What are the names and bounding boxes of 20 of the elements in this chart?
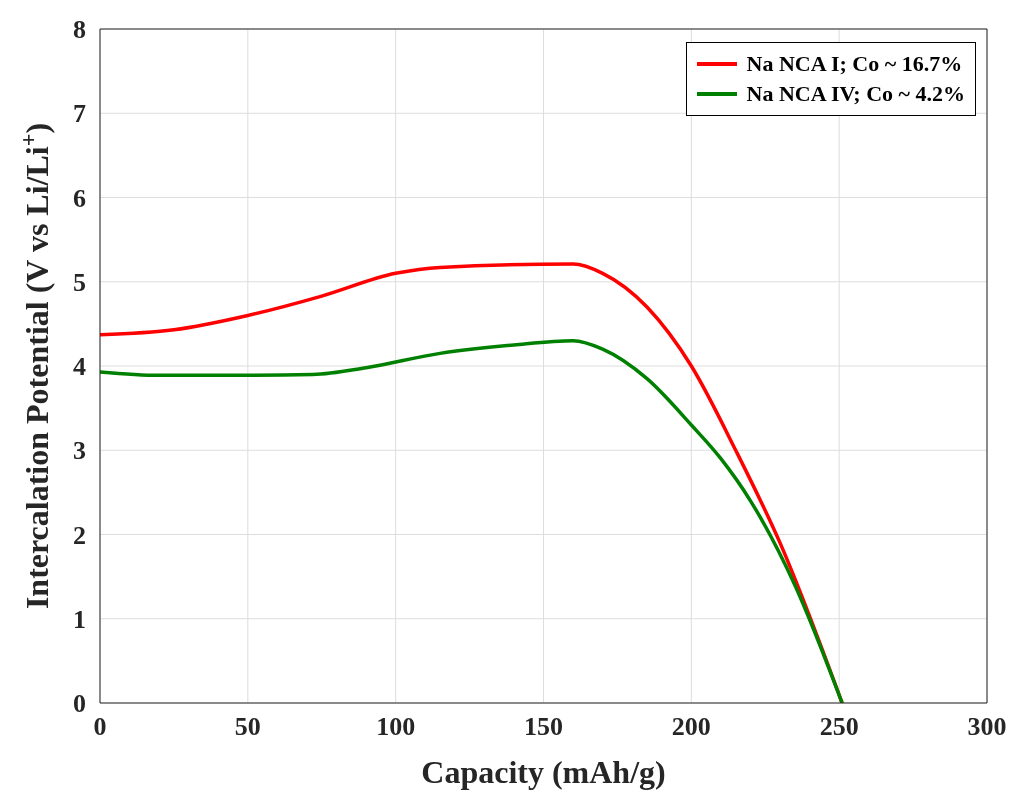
legend-label: Na NCA I; Co ~ 16.7% xyxy=(746,50,963,78)
x-tick-label: 0 xyxy=(93,712,107,742)
y-tick-label: 6 xyxy=(73,183,86,213)
line-series xyxy=(100,338,844,703)
y-tick-label: 5 xyxy=(73,267,86,297)
legend-label: Na NCA IV; Co ~ 4.2% xyxy=(746,80,965,108)
y-tick-label: 3 xyxy=(73,436,86,466)
y-tick-label: 7 xyxy=(73,99,86,129)
y-tick-label: 4 xyxy=(73,352,86,382)
x-tick-label: 300 xyxy=(967,712,1007,742)
x-tick-label: 200 xyxy=(671,712,711,742)
x-tick-label: 100 xyxy=(376,712,416,742)
x-axis-title: Capacity (mAh/g) xyxy=(421,754,666,790)
x-tick-label: 50 xyxy=(234,712,261,742)
x-tick-label: 250 xyxy=(819,712,859,742)
y-tick-label: 1 xyxy=(73,604,86,634)
y-tick-label: 8 xyxy=(73,15,86,45)
y-tick-label: 2 xyxy=(73,520,86,550)
x-tick-label: 150 xyxy=(524,712,563,742)
y-tick-label: 0 xyxy=(73,689,86,719)
